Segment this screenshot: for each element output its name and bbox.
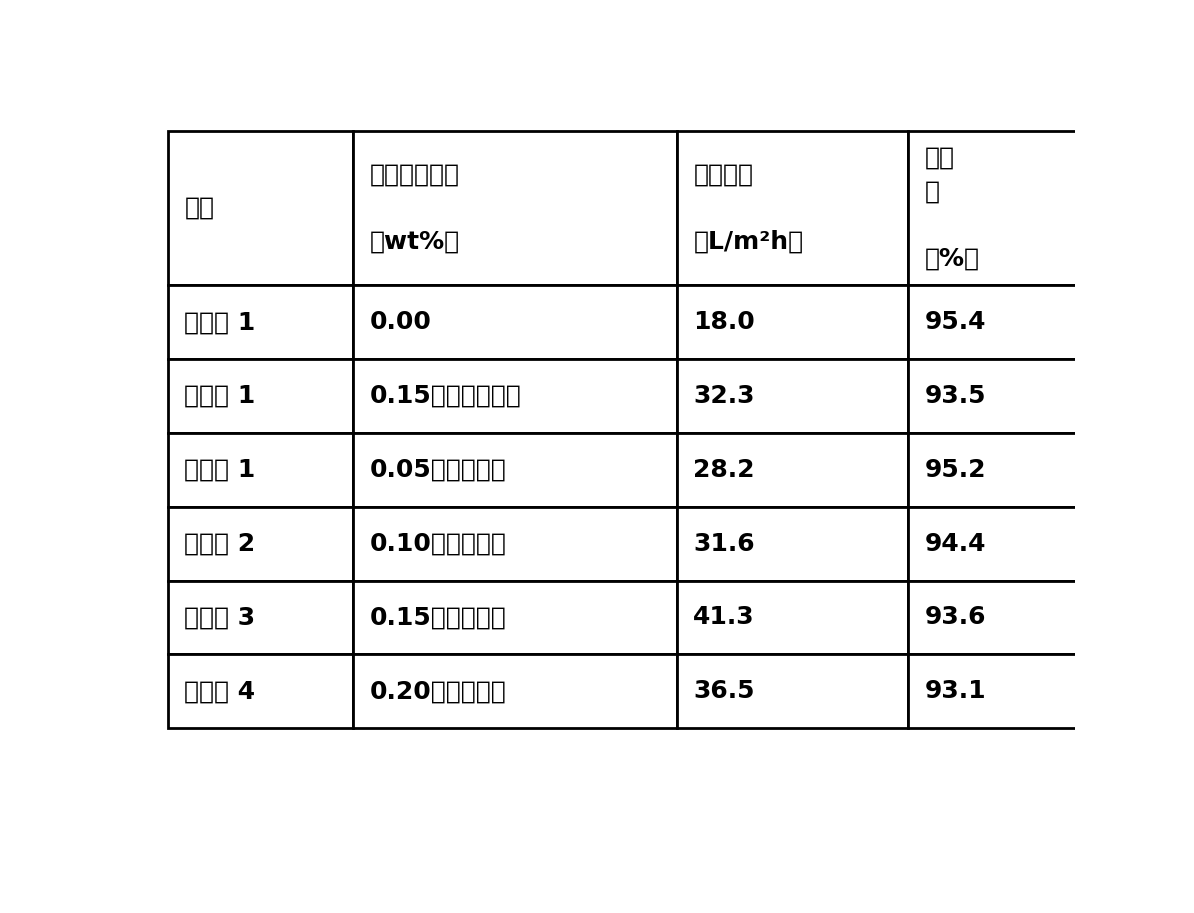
Bar (909, 285, 1094, 359)
Bar (167, 655, 353, 729)
Bar (353, 433, 677, 507)
Bar (167, 581, 353, 655)
Bar (167, 433, 353, 507)
Text: 94.4: 94.4 (924, 531, 986, 556)
Bar (909, 581, 1094, 655)
Bar (909, 359, 1094, 433)
Bar (353, 285, 677, 359)
Text: 93.6: 93.6 (924, 605, 986, 629)
Text: 93.5: 93.5 (924, 384, 986, 408)
Text: 32.3: 32.3 (694, 384, 755, 408)
Text: 0.00: 0.00 (369, 310, 431, 334)
Text: 0.05（功能化）: 0.05（功能化） (369, 457, 506, 482)
Bar (677, 433, 909, 507)
Text: 0.10（功能化）: 0.10（功能化） (369, 531, 506, 556)
Text: 纯水通量

（L/m²h）: 纯水通量 （L/m²h） (694, 163, 804, 254)
Text: 实施例 3: 实施例 3 (184, 605, 256, 629)
Bar (909, 507, 1094, 581)
Text: 0.15（未功能化）: 0.15（未功能化） (369, 384, 522, 408)
Bar (353, 655, 677, 729)
Bar (353, 131, 677, 286)
Text: 36.5: 36.5 (694, 679, 755, 703)
Bar (677, 359, 909, 433)
Text: 实施例 4: 实施例 4 (184, 679, 256, 703)
Bar (677, 507, 909, 581)
Text: 95.4: 95.4 (924, 310, 986, 334)
Text: 28.2: 28.2 (694, 457, 755, 482)
Bar (167, 131, 353, 286)
Bar (909, 433, 1094, 507)
Text: 18.0: 18.0 (694, 310, 755, 334)
Bar (353, 581, 677, 655)
Bar (677, 655, 909, 729)
Text: 对比例 1: 对比例 1 (184, 384, 256, 408)
Text: 41.3: 41.3 (694, 605, 755, 629)
Text: 31.6: 31.6 (694, 531, 755, 556)
Text: 载留
率

（%）: 载留 率 （%） (924, 146, 980, 270)
Text: 0.15（功能化）: 0.15（功能化） (369, 605, 506, 629)
Text: 实施例 1: 实施例 1 (184, 457, 256, 482)
Bar (677, 581, 909, 655)
Bar (353, 359, 677, 433)
Text: 样品: 样品 (184, 196, 215, 220)
Bar (353, 507, 677, 581)
Text: 93.1: 93.1 (924, 679, 986, 703)
Bar (909, 131, 1094, 286)
Bar (909, 655, 1094, 729)
Text: 碳量子点浓度

（wt%）: 碳量子点浓度 （wt%） (369, 163, 460, 254)
Text: 0.20（功能化）: 0.20（功能化） (369, 679, 506, 703)
Text: 95.2: 95.2 (924, 457, 986, 482)
Bar (167, 359, 353, 433)
Bar (167, 285, 353, 359)
Bar (677, 131, 909, 286)
Text: 对比例 1: 对比例 1 (184, 310, 256, 334)
Bar (167, 507, 353, 581)
Text: 实施例 2: 实施例 2 (184, 531, 256, 556)
Bar (677, 285, 909, 359)
